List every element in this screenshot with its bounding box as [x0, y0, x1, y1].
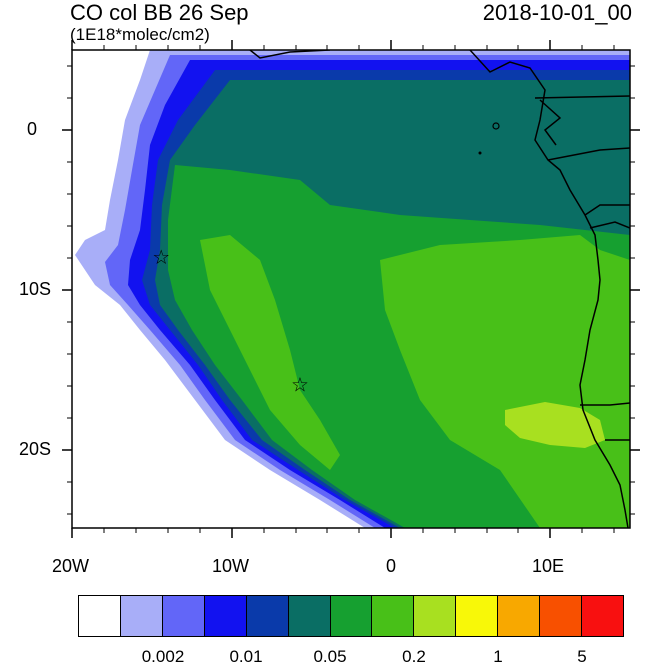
island-sao-tome: [478, 151, 482, 155]
x-label-10w: 10W: [212, 556, 250, 576]
site-star-1: ☆: [152, 245, 170, 269]
contour-0.2-ribbon: [200, 235, 340, 470]
x-label-20w: 20W: [52, 556, 90, 576]
axis-minor-ticks: [67, 45, 635, 533]
axis-ticks: [62, 40, 640, 538]
site-star-2: ☆: [291, 373, 309, 397]
contour-0.5: [505, 402, 605, 448]
map-title: CO col BB 26 Sep: [70, 0, 249, 25]
colorbar-label-5: 5: [577, 647, 587, 666]
map-date: 2018-10-01_00: [482, 0, 632, 25]
colorbar-label-0.05: 0.05: [313, 647, 347, 666]
colorbar-swatch-6: [330, 596, 373, 636]
contour-0.2: [380, 235, 630, 528]
colorbar-swatch-9: [456, 596, 499, 636]
coastline: [249, 50, 630, 528]
colorbar-label-0.002: 0.002: [141, 647, 185, 666]
colorbar-swatch-12: [582, 596, 623, 636]
x-label-10e: 10E: [532, 556, 565, 576]
colorbar-label-0.01: 0.01: [229, 647, 263, 666]
colorbar-swatch-11: [540, 596, 583, 636]
colorbar-swatch-3: [204, 596, 247, 636]
y-label-20s: 20S: [19, 439, 52, 459]
colorbar-swatch-2: [162, 596, 205, 636]
colorbar-swatch-1: [120, 596, 163, 636]
colorbar-swatch-7: [372, 596, 415, 636]
colorbar: [78, 595, 624, 637]
x-label-0: 0: [386, 556, 397, 576]
y-label-0: 0: [27, 119, 38, 139]
colorbar-swatch-4: [246, 596, 289, 636]
colorbar-label-1: 1: [493, 647, 503, 666]
colorbar-swatch-5: [288, 596, 331, 636]
colorbar-swatch-0: [79, 596, 121, 636]
site-markers: ☆☆: [152, 245, 309, 396]
island-bioko: [492, 122, 500, 130]
colorbar-label-0.2: 0.2: [402, 647, 426, 666]
colorbar-swatch-10: [498, 596, 541, 636]
co-field: [72, 50, 630, 528]
y-label-10s: 10S: [19, 279, 52, 299]
plot-frame: [71, 49, 631, 529]
map-units: (1E18*molec/cm2): [70, 25, 210, 44]
colorbar-swatch-8: [414, 596, 457, 636]
